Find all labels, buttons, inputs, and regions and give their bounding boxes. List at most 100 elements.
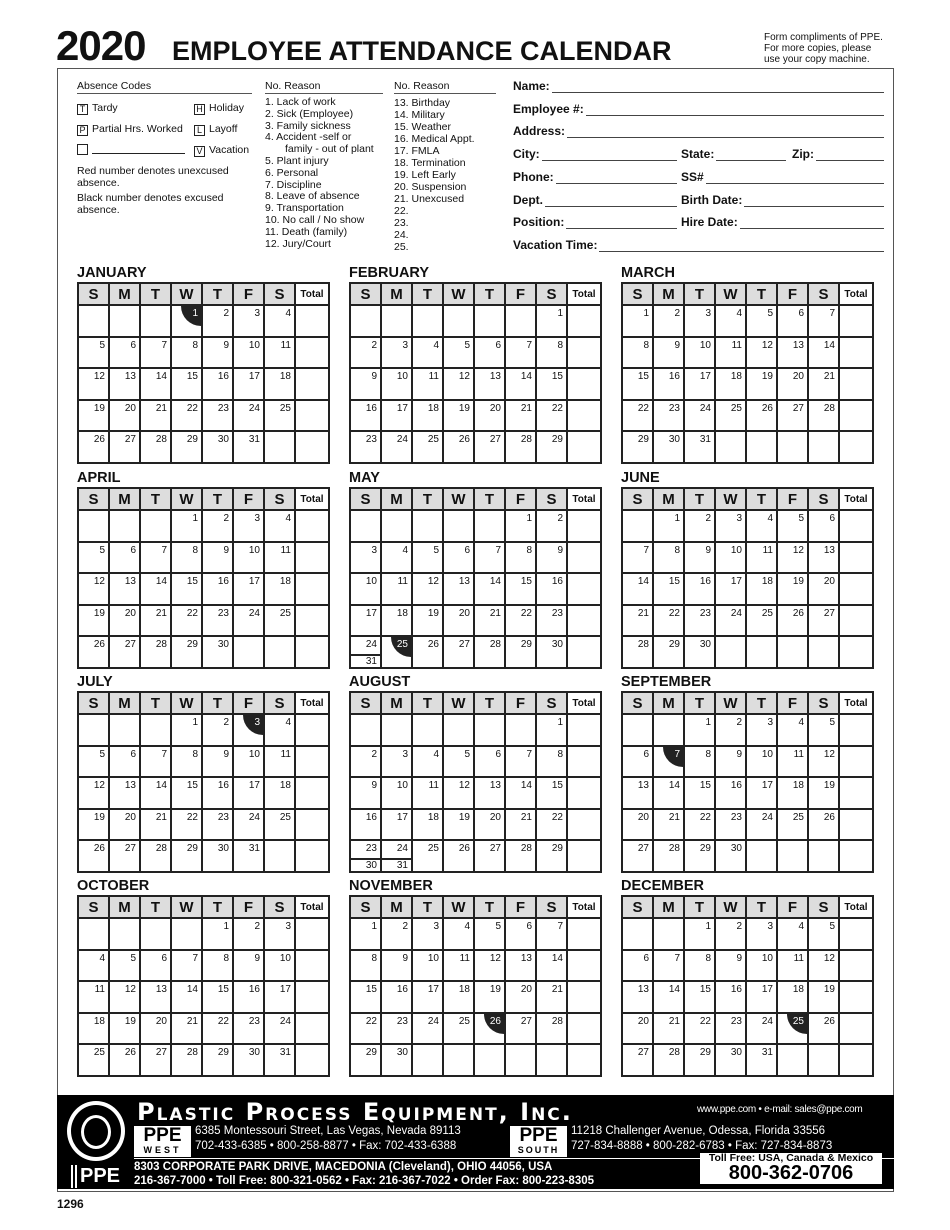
day-cell[interactable]: 28 (473, 635, 506, 669)
empty-cell[interactable] (232, 635, 265, 669)
day-cell[interactable]: 4 (714, 304, 747, 338)
total-cell[interactable] (294, 917, 330, 951)
total-cell[interactable] (838, 398, 874, 432)
day-cell[interactable]: 25 (380, 635, 413, 669)
day-cell[interactable]: 26 (411, 635, 444, 669)
empty-cell[interactable] (442, 1043, 475, 1077)
day-cell[interactable]: 21 (504, 807, 537, 841)
day-cell[interactable]: 26 (442, 430, 475, 464)
empty-cell[interactable] (504, 1043, 537, 1077)
day-cell[interactable]: 19 (77, 807, 110, 841)
day-cell[interactable]: 18 (442, 980, 475, 1014)
empty-cell[interactable] (745, 839, 778, 873)
total-cell[interactable] (566, 304, 602, 338)
day-cell[interactable]: 16 (201, 572, 234, 606)
day-cell[interactable]: 10 (714, 540, 747, 574)
day-cell[interactable]: 22 (170, 398, 203, 432)
day-cell[interactable]: 27 (108, 635, 141, 669)
total-cell[interactable] (294, 1011, 330, 1045)
day-cell[interactable]: 1 (652, 509, 685, 543)
day-cell[interactable]: 14 (535, 948, 568, 982)
day-cell[interactable]: 30 (380, 1043, 413, 1077)
day-cell[interactable]: 7 (652, 744, 685, 778)
day-cell[interactable]: 23 (232, 1011, 265, 1045)
day-cell[interactable]: 6 (621, 744, 654, 778)
day-cell[interactable]: 26 (77, 839, 110, 873)
day-cell[interactable]: 9 (535, 540, 568, 574)
day-cell[interactable]: 7 (504, 335, 537, 369)
day-cell[interactable]: 17 (683, 367, 716, 401)
day-cell[interactable]: 13 (504, 948, 537, 982)
day-cell[interactable]: 16 (380, 980, 413, 1014)
total-cell[interactable] (566, 807, 602, 841)
total-cell[interactable] (838, 948, 874, 982)
total-cell[interactable] (294, 540, 330, 574)
day-cell[interactable]: 3 (745, 713, 778, 747)
day-cell[interactable]: 20 (473, 807, 506, 841)
empty-cell[interactable] (139, 304, 172, 338)
day-cell[interactable]: 8 (535, 744, 568, 778)
empty-cell[interactable] (411, 509, 444, 543)
day-cell[interactable]: 5 (745, 304, 778, 338)
empty-cell[interactable] (652, 713, 685, 747)
day-cell[interactable]: 27 (473, 430, 506, 464)
day-cell[interactable]: 4 (745, 509, 778, 543)
day-cell[interactable]: 4 (380, 540, 413, 574)
day-cell[interactable]: 12 (77, 776, 110, 810)
day-cell[interactable]: 8 (652, 540, 685, 574)
day-cell[interactable]: 22 (170, 807, 203, 841)
day-cell[interactable]: 19 (77, 398, 110, 432)
day-cell[interactable]: 19 (807, 980, 840, 1014)
day-cell[interactable]: 17 (349, 603, 382, 637)
day-cell[interactable]: 9 (201, 744, 234, 778)
day-cell[interactable]: 25 (776, 807, 809, 841)
zip-field[interactable]: Zip: (792, 147, 884, 161)
day-cell[interactable]: 14 (621, 572, 654, 606)
total-cell[interactable] (838, 635, 874, 669)
day-cell[interactable]: 21 (621, 603, 654, 637)
day-cell[interactable]: 15 (683, 980, 716, 1014)
day-cell[interactable]: 17 (714, 572, 747, 606)
day-cell[interactable]: 26 (807, 807, 840, 841)
empty-cell[interactable] (652, 917, 685, 951)
empty-cell[interactable] (170, 917, 203, 951)
day-cell[interactable]: 14 (139, 572, 172, 606)
day-cell[interactable]: 26 (77, 430, 110, 464)
day-cell[interactable]: 9 (232, 948, 265, 982)
day-cell[interactable]: 4 (776, 713, 809, 747)
day-cell[interactable]: 10 (232, 744, 265, 778)
day-cell[interactable]: 9 (652, 335, 685, 369)
day-cell[interactable]: 29 (170, 839, 203, 873)
day-cell[interactable]: 16 (652, 367, 685, 401)
empty-cell[interactable] (807, 839, 840, 873)
total-cell[interactable] (566, 1043, 602, 1077)
empty-cell[interactable] (621, 509, 654, 543)
day-cell[interactable]: 7 (473, 540, 506, 574)
day-cell[interactable]: 11 (745, 540, 778, 574)
empty-cell[interactable] (108, 917, 141, 951)
empty-cell[interactable] (442, 304, 475, 338)
day-cell[interactable]: 5 (411, 540, 444, 574)
day-cell[interactable]: 28 (652, 1043, 685, 1077)
total-cell[interactable] (838, 367, 874, 401)
day-cell[interactable]: 3 (232, 509, 265, 543)
day-cell[interactable]: 1 (170, 509, 203, 543)
day-cell[interactable]: 19 (108, 1011, 141, 1045)
day-cell[interactable]: 19 (442, 807, 475, 841)
day-cell[interactable]: 20 (776, 367, 809, 401)
day-cell[interactable]: 29 (535, 430, 568, 464)
day-cell[interactable]: 31 (745, 1043, 778, 1077)
day-cell[interactable]: 24 (714, 603, 747, 637)
day-cell[interactable]: 1 (535, 304, 568, 338)
birth-date-field[interactable]: Birth Date: (681, 193, 884, 207)
day-cell[interactable]: 14 (652, 980, 685, 1014)
day-cell[interactable]: 8 (683, 744, 716, 778)
day-cell[interactable]: 9 (349, 367, 382, 401)
day-cell[interactable]: 3 (263, 917, 296, 951)
total-cell[interactable] (566, 430, 602, 464)
day-cell[interactable]: 29 (349, 1043, 382, 1077)
day-cell[interactable]: 18 (263, 776, 296, 810)
day-cell[interactable]: 21 (139, 807, 172, 841)
day-cell[interactable]: 25 (442, 1011, 475, 1045)
day-cell[interactable]: 27 (621, 839, 654, 873)
